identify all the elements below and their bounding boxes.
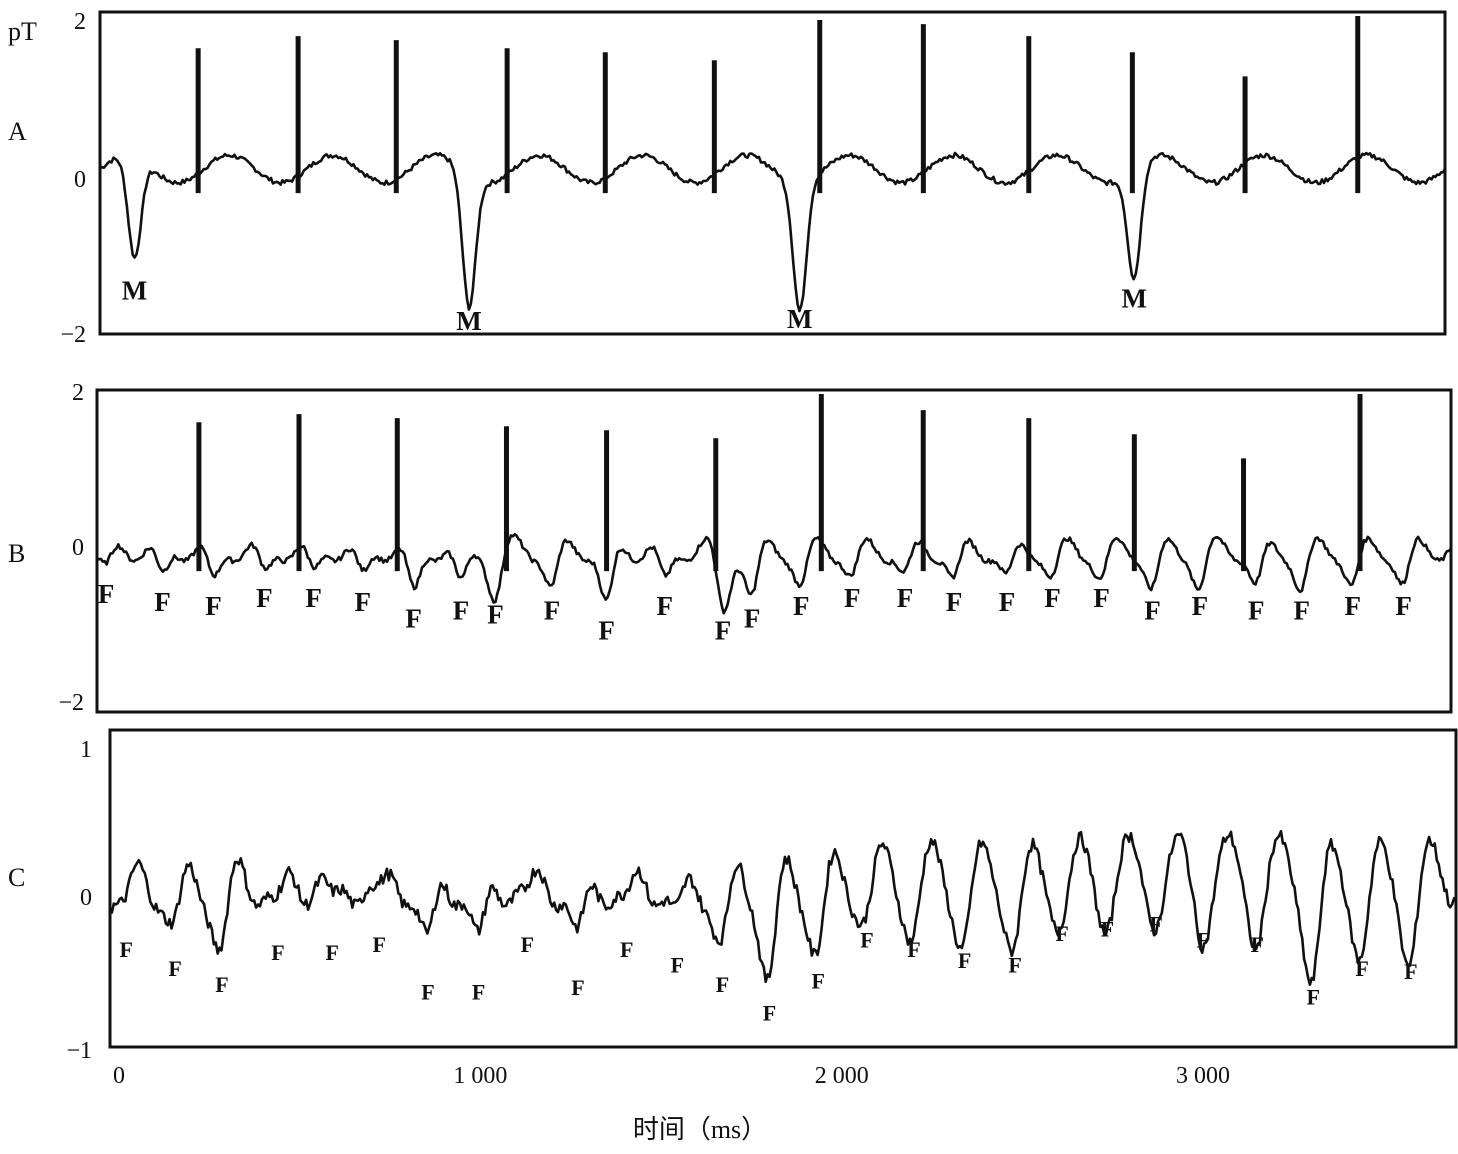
f-marker: F <box>1248 595 1265 625</box>
f-marker: F <box>1101 916 1114 941</box>
f-marker: F <box>671 953 684 978</box>
f-marker: F <box>812 969 825 994</box>
f-marker: F <box>305 583 322 613</box>
f-marker: F <box>256 583 273 613</box>
panel-a-frame <box>98 10 1447 336</box>
f-marker: F <box>1307 984 1320 1009</box>
f-marker: F <box>1344 591 1361 621</box>
x-tick-label: 3 000 <box>1176 1063 1230 1089</box>
f-marker: F <box>453 595 470 625</box>
panel-b-spikes <box>196 394 1363 572</box>
f-marker: F <box>763 1000 776 1025</box>
f-marker: F <box>325 940 338 965</box>
f-marker: F <box>999 587 1016 617</box>
f-marker: F <box>168 956 181 981</box>
x-axis-title: 时间（ms） <box>633 1115 767 1144</box>
y-tick-label: −1 <box>66 1038 92 1064</box>
y-tick-label: −2 <box>60 322 86 348</box>
f-marker: F <box>1055 921 1068 946</box>
panel-c-label: C <box>8 863 25 892</box>
panel-a-trace <box>99 151 1447 313</box>
panel-c-frame <box>108 728 1458 1049</box>
f-marker: F <box>1196 927 1209 952</box>
y-tick-label: 0 <box>72 535 84 561</box>
f-marker: F <box>1008 953 1021 978</box>
panel-a-label: A <box>8 117 27 146</box>
f-marker: F <box>897 583 914 613</box>
f-marker: F <box>1144 595 1161 625</box>
unit-label: pT <box>8 17 37 46</box>
f-marker: F <box>844 583 861 613</box>
m-marker: M <box>122 276 147 306</box>
panel-a-y-ticks: 2 0 −2 <box>60 9 86 348</box>
f-marker: F <box>620 937 633 962</box>
f-marker: F <box>1404 959 1417 984</box>
f-marker: F <box>472 980 485 1005</box>
x-tick-label: 1 000 <box>453 1063 507 1089</box>
f-marker: F <box>1395 591 1412 621</box>
f-marker: F <box>1192 591 1209 621</box>
f-marker: F <box>1149 912 1162 937</box>
f-marker: F <box>521 932 534 957</box>
f-marker: F <box>544 595 561 625</box>
f-marker: F <box>205 591 222 621</box>
panel-b-trace <box>96 532 1453 615</box>
f-marker: F <box>715 615 732 645</box>
f-marker: F <box>571 975 584 1000</box>
f-marker: F <box>1044 583 1061 613</box>
f-marker: F <box>1093 583 1110 613</box>
f-marker: F <box>657 591 674 621</box>
m-marker: M <box>456 306 481 336</box>
f-marker: F <box>421 980 434 1005</box>
x-tick-label: 0 <box>113 1063 125 1089</box>
f-marker: F <box>598 615 615 645</box>
panel-c-trace <box>108 829 1457 986</box>
y-tick-label: 0 <box>74 167 86 193</box>
panel-a-spikes <box>195 16 1361 194</box>
f-marker: F <box>1251 932 1264 957</box>
f-marker: F <box>487 599 504 629</box>
f-marker: F <box>120 937 133 962</box>
f-marker: F <box>215 972 228 997</box>
y-tick-label: 0 <box>80 885 92 911</box>
panel-b-y-ticks: 2 0 −2 <box>58 380 84 716</box>
m-marker: M <box>1121 284 1146 314</box>
f-marker: F <box>1294 595 1311 625</box>
y-tick-label: 2 <box>72 380 84 406</box>
panel-a: pT A 2 0 −2 M M M M <box>8 9 1447 348</box>
f-marker: F <box>907 937 920 962</box>
y-tick-label: 2 <box>74 9 86 35</box>
panel-b-label: B <box>8 539 25 568</box>
y-tick-label: 1 <box>80 737 92 763</box>
y-tick-label: −2 <box>58 690 84 716</box>
x-axis-ticks: 0 1 000 2 000 3 000 <box>113 1063 1230 1089</box>
f-marker: F <box>793 591 810 621</box>
f-marker: F <box>744 603 761 633</box>
f-marker: F <box>405 603 422 633</box>
f-marker: F <box>154 587 171 617</box>
panel-c: C 1 0 −1 F F F F F F F F F F F F F F F F F F F F F F F F F F F <box>8 728 1458 1064</box>
panel-c-markers: F F F F F F F F F F F F F F F F F F F F F F F F F F F <box>120 912 1418 1026</box>
panel-a-markers: M M M M <box>122 276 1147 336</box>
f-marker: F <box>271 940 284 965</box>
f-marker: F <box>958 948 971 973</box>
panel-b-frame <box>95 388 1453 714</box>
m-marker: M <box>787 304 812 334</box>
f-marker: F <box>946 587 963 617</box>
f-marker: F <box>716 972 729 997</box>
f-marker: F <box>1355 956 1368 981</box>
f-marker: F <box>98 579 115 609</box>
f-marker: F <box>860 927 873 952</box>
f-marker: F <box>372 932 385 957</box>
panel-c-y-ticks: 1 0 −1 <box>66 737 92 1064</box>
f-marker: F <box>354 587 371 617</box>
x-tick-label: 2 000 <box>815 1063 869 1089</box>
